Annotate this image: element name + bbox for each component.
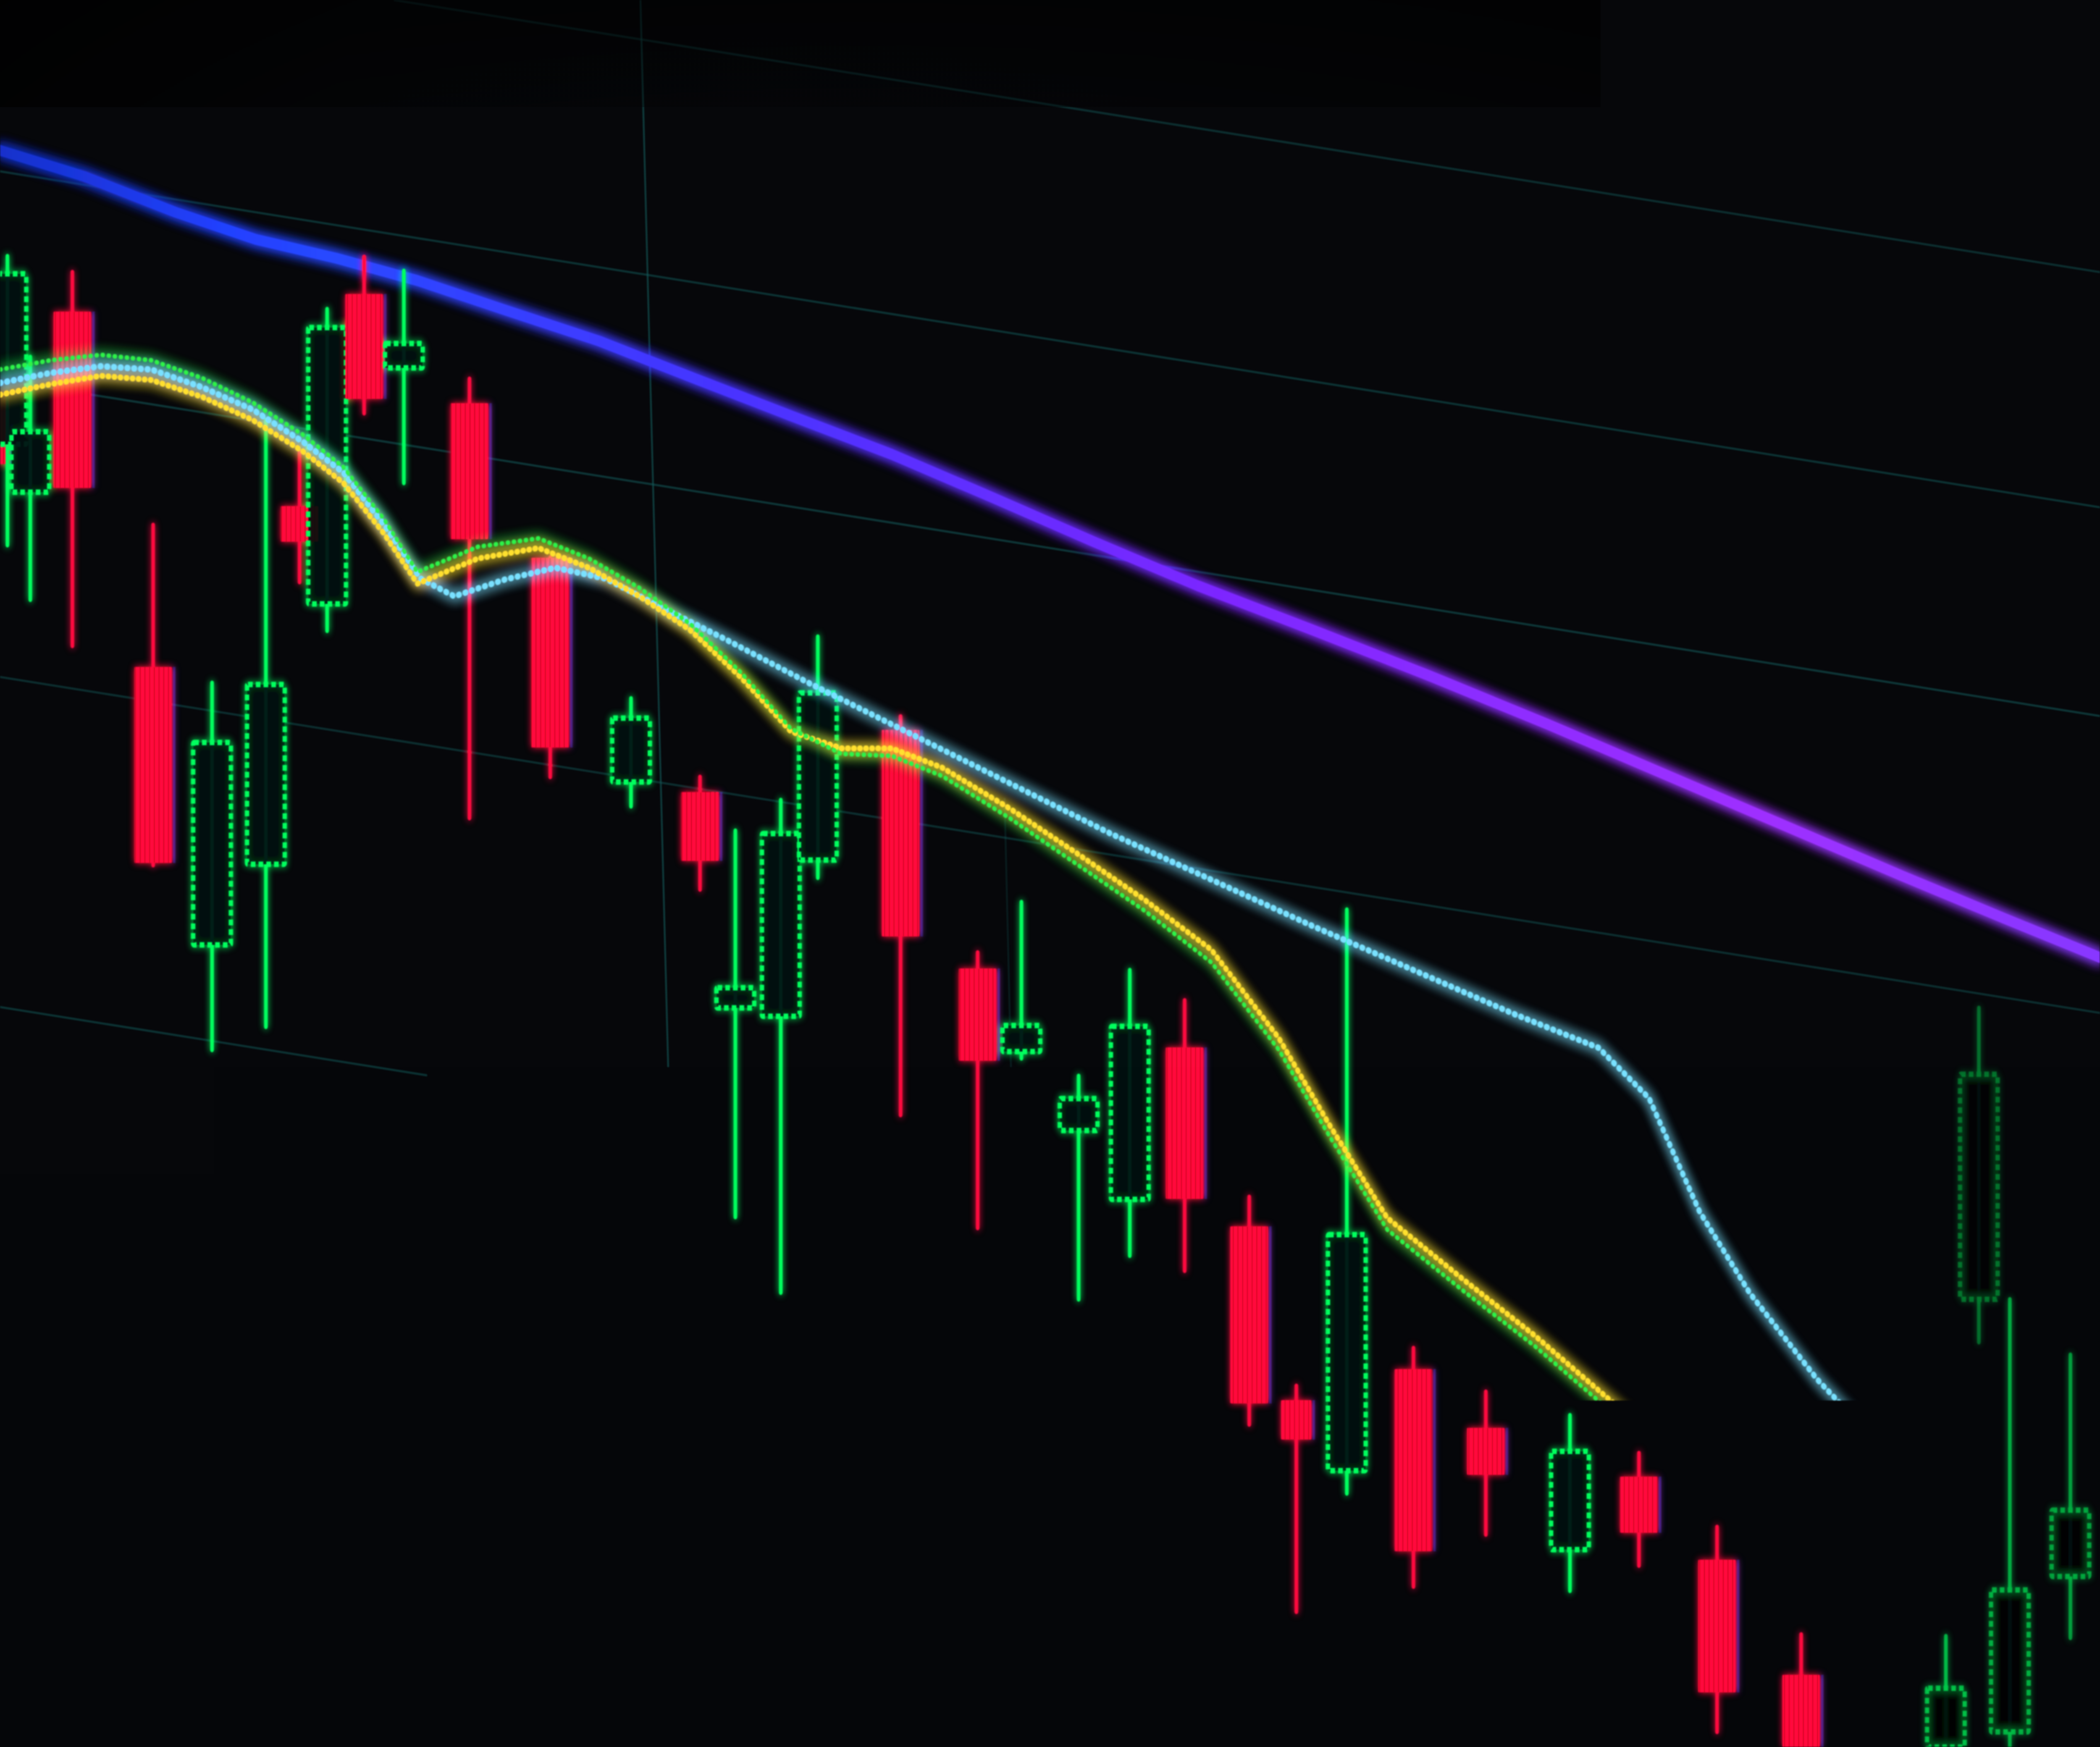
candle-body-hollow	[1111, 1026, 1149, 1199]
candle-body-texture	[345, 294, 383, 399]
candle-down	[1467, 1392, 1507, 1535]
candle-down	[53, 272, 93, 646]
candle-body-texture	[1698, 1560, 1736, 1692]
candle-body-hollow	[1960, 1074, 1998, 1299]
candle-down	[1782, 1634, 1822, 1747]
candle-body-hollow	[308, 328, 346, 604]
gridline-h	[394, 0, 2100, 272]
candle-down	[681, 777, 721, 889]
candle-body-texture	[451, 403, 488, 539]
candle-body-texture	[1281, 1400, 1311, 1440]
candle-body-hollow	[0, 274, 26, 444]
candle-down	[882, 716, 921, 1115]
candle-down	[1166, 1000, 1206, 1271]
candle-body-hollow	[385, 344, 423, 368]
candle-down	[531, 558, 571, 777]
candle-body-hollow	[799, 693, 837, 860]
candle-body-hollow	[1328, 1235, 1366, 1471]
candle-up	[799, 637, 837, 878]
candle-up	[762, 800, 800, 1293]
candle-up	[247, 420, 285, 1027]
trading-screen-photo	[0, 0, 2100, 1747]
candle-body-hollow	[1551, 1451, 1589, 1550]
candle-body-hollow	[1003, 1026, 1040, 1052]
candle-down	[134, 525, 174, 865]
candle-body-texture	[531, 558, 569, 748]
candle-down	[1698, 1527, 1738, 1732]
candle-up	[1960, 1008, 1998, 1342]
candle-down	[1281, 1386, 1314, 1612]
candle-up	[0, 256, 26, 545]
candle-up	[1551, 1415, 1589, 1591]
candle-body-texture	[1395, 1369, 1433, 1551]
candle-body-texture	[1230, 1226, 1268, 1403]
candle-up	[1991, 1299, 2029, 1747]
candle-body-texture	[1782, 1675, 1820, 1747]
candle-layer	[0, 256, 2089, 1747]
candle-body-hollow	[762, 834, 800, 1016]
candle-body-hollow	[193, 742, 231, 945]
candle-up	[385, 271, 423, 483]
candle-body-texture	[681, 792, 719, 861]
candle-up	[193, 683, 231, 1050]
candle-up	[612, 698, 650, 806]
candle-body-hollow	[717, 988, 754, 1008]
candle-body-hollow	[11, 432, 49, 492]
candle-down	[959, 952, 999, 1228]
candle-down	[1230, 1197, 1270, 1424]
gridline-h	[0, 1007, 2100, 1343]
candle-up	[2052, 1355, 2090, 1638]
candle-body-texture	[134, 667, 172, 863]
gridline-h	[0, 1208, 2100, 1596]
candle-up	[1111, 970, 1149, 1256]
candle-down	[1395, 1348, 1435, 1587]
candle-up	[717, 831, 754, 1217]
candle-down	[451, 379, 491, 818]
candle-body-hollow	[1060, 1099, 1097, 1131]
gridline-layer	[0, 0, 2100, 1747]
candle-body-hollow	[1991, 1590, 2029, 1732]
candle-body-hollow	[612, 718, 650, 782]
candle-body-hollow	[247, 685, 285, 864]
candle-down	[345, 257, 385, 413]
candle-body-texture	[959, 968, 997, 1061]
candle-body-texture	[1467, 1428, 1505, 1475]
candle-down	[1620, 1453, 1660, 1566]
candle-body-texture	[1166, 1047, 1204, 1199]
candle-up	[1328, 910, 1366, 1493]
candle-up	[1927, 1636, 1965, 1747]
candle-body-hollow	[2052, 1510, 2090, 1576]
gridline-v	[1005, 798, 1027, 1747]
candle-body-texture	[1620, 1477, 1658, 1533]
gridline-v	[640, 0, 686, 1747]
candlestick-chart	[0, 0, 2100, 1747]
candle-body-texture	[53, 312, 91, 488]
candle-up	[1060, 1076, 1097, 1299]
